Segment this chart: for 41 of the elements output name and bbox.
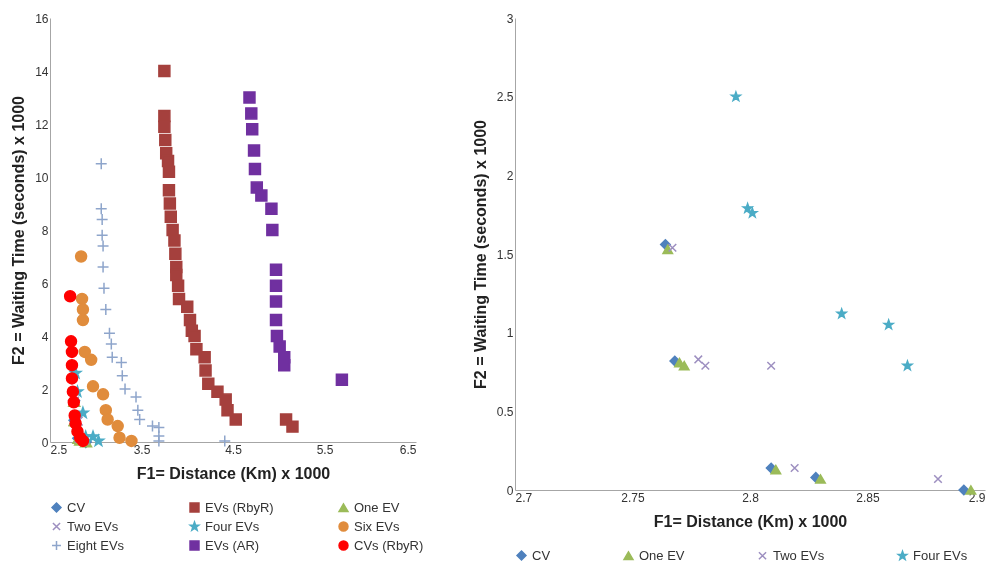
x-tick-label: 4.5 <box>225 442 243 457</box>
y-tick-label: 0 <box>41 435 49 450</box>
legend-label: Six EVs <box>354 518 401 534</box>
y-axis-title: F2 = Waiting Time (seconds) x 1000 <box>471 119 489 389</box>
y-tick-label: 2 <box>506 168 514 183</box>
legend-label: Four EVs <box>913 547 968 563</box>
legend-label: EVs (RbyR) <box>205 499 274 515</box>
legend-label: One EV <box>354 499 400 515</box>
legend-label: Two EVs <box>67 518 119 534</box>
y-tick-label: 0.5 <box>496 404 514 419</box>
x-tick-label: 6.5 <box>399 442 417 457</box>
legend-label: EVs (AR) <box>205 537 260 553</box>
legend-label: CVs (RbyR) <box>354 537 424 553</box>
legend-label: CV <box>532 547 551 563</box>
y-tick-label: 8 <box>41 223 49 238</box>
legend-label: CV <box>67 499 86 515</box>
y-tick-label: 12 <box>35 117 49 132</box>
x-tick-label: 2.75 <box>621 490 645 505</box>
y-tick-label: 2.5 <box>496 90 514 105</box>
legend-label: Two EVs <box>773 547 825 563</box>
x-axis-title: F1= Distance (Km) x 1000 <box>653 512 848 530</box>
legend-label: Eight EVs <box>67 537 125 553</box>
x-tick-label: 2.7 <box>515 490 533 505</box>
x-tick-label: 5.5 <box>316 442 334 457</box>
x-tick-label: 3.5 <box>133 442 151 457</box>
y-tick-label: 0 <box>506 483 514 498</box>
y-axis-title: F2 = Waiting Time (seconds) x 1000 <box>10 95 28 365</box>
legend-label: One EV <box>639 547 685 563</box>
y-tick-label: 2 <box>41 382 49 397</box>
y-tick-label: 1.5 <box>496 247 514 262</box>
x-axis-title: F1= Distance (Km) x 1000 <box>136 464 331 482</box>
x-tick-label: 2.8 <box>742 490 760 505</box>
legend-label: Four EVs <box>205 518 260 534</box>
y-tick-label: 4 <box>41 329 49 344</box>
y-tick-label: 10 <box>35 170 49 185</box>
y-tick-label: 3 <box>506 11 514 26</box>
y-tick-label: 1 <box>506 326 514 341</box>
y-tick-label: 14 <box>35 64 49 79</box>
y-tick-label: 16 <box>35 11 49 26</box>
y-tick-label: 6 <box>41 276 49 291</box>
x-tick-label: 2.85 <box>856 490 880 505</box>
